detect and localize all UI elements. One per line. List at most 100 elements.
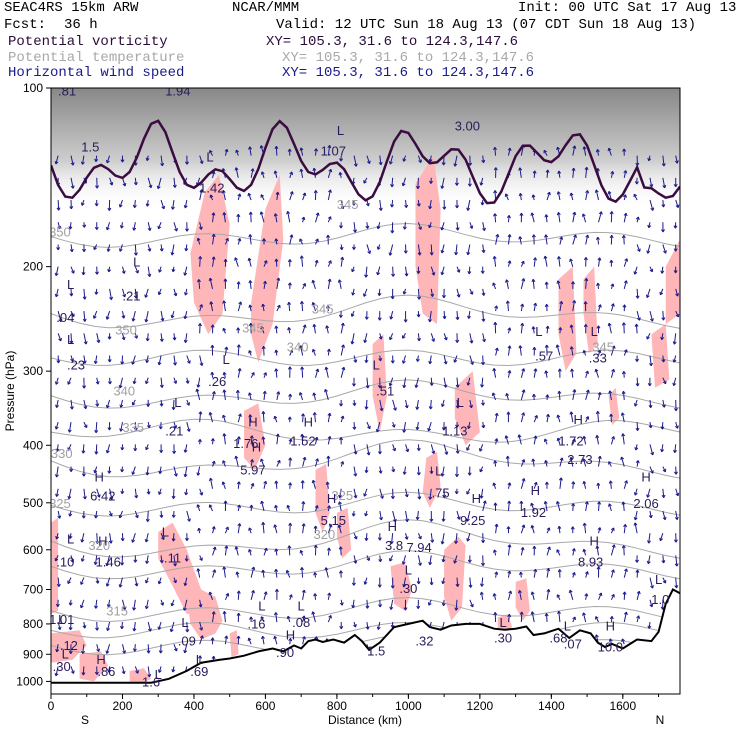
wind-vector (377, 222, 381, 229)
pv-value-label: 5.15 (321, 513, 346, 528)
wind-vector-head (249, 504, 254, 508)
wind-vector-head (557, 569, 562, 573)
wind-vector-head (328, 615, 332, 619)
wind-vector-head (260, 326, 265, 330)
wind-vector-head (442, 206, 447, 210)
wind-vector-head (401, 360, 406, 364)
wind-vector-head (672, 341, 677, 345)
wind-vector (519, 345, 522, 356)
wind-vector (507, 215, 510, 223)
wind-vector (106, 644, 111, 654)
wind-vector-head (650, 585, 654, 589)
wind-vector-head (81, 515, 86, 519)
wind-vector (533, 302, 537, 312)
wind-vector-head (315, 212, 320, 216)
wind-vector (480, 488, 484, 499)
wind-vector-head (493, 213, 497, 217)
wind-vector (289, 349, 293, 356)
wind-vector (582, 612, 587, 623)
wind-vector-head (120, 625, 124, 630)
wind-vector (585, 501, 588, 512)
wind-vector-head (547, 191, 551, 196)
wind-vector (456, 577, 459, 587)
wind-vector-head (286, 504, 291, 509)
wind-vector-head (57, 225, 62, 230)
wind-vector (160, 244, 163, 252)
wind-vector (237, 481, 240, 489)
wind-vector (482, 422, 485, 428)
wind-vector-head (569, 192, 574, 197)
wind-vector-head (285, 569, 290, 574)
wind-vector-head (311, 479, 316, 484)
wind-vector-head (287, 148, 292, 152)
extremum-marker: H (590, 533, 599, 548)
wind-vector-head (366, 160, 371, 165)
wind-vector-head (171, 669, 176, 673)
wind-vector-head (455, 227, 460, 231)
wind-vector-head (183, 339, 188, 343)
wind-vector-head (236, 635, 241, 639)
wind-vector-head (427, 427, 432, 432)
wind-vector (403, 577, 407, 588)
wind-vector (531, 591, 535, 600)
wind-vector (274, 524, 278, 534)
wind-vector-head (208, 411, 213, 416)
wind-vector (353, 155, 357, 167)
wind-vector (546, 325, 549, 334)
wind-vector-head (263, 372, 268, 376)
wind-vector-head (533, 302, 538, 307)
wind-vector-head (635, 358, 640, 362)
wind-vector-head (661, 359, 666, 363)
wind-vector-head (223, 278, 228, 282)
wind-vector-head (415, 426, 420, 431)
wind-vector-head (326, 547, 331, 551)
wind-vector-head (507, 613, 512, 618)
wind-vector (585, 370, 589, 378)
wind-vector-head (326, 234, 331, 238)
extremum-marker: L (258, 599, 265, 614)
wind-vector-head (57, 515, 62, 519)
wind-vector (661, 333, 664, 340)
wind-vector-head (185, 380, 190, 384)
wind-vector-head (571, 548, 576, 552)
wind-vector-head (161, 205, 166, 210)
wind-vector-head (69, 340, 74, 344)
x-end-label-north: N (656, 713, 665, 727)
wind-vector-head (454, 540, 459, 544)
wind-vector-head (364, 537, 369, 541)
theta-contour (51, 379, 680, 409)
wind-vector (417, 355, 419, 362)
wind-vector (56, 488, 59, 497)
wind-vector (160, 199, 165, 210)
wind-vector-head (132, 204, 137, 209)
wind-vector-head (444, 451, 449, 455)
wind-vector-head (661, 494, 666, 498)
wind-vector (147, 621, 151, 632)
wind-vector-head (390, 230, 395, 234)
wind-vector-head (210, 637, 215, 641)
wind-vector-head (300, 366, 305, 370)
wind-vector (405, 444, 409, 452)
wind-vector-head (183, 449, 188, 453)
wind-vector (96, 577, 99, 584)
wind-vector-head (585, 234, 590, 239)
wind-vector (507, 590, 512, 600)
extremum-marker: L (206, 149, 213, 164)
wind-vector-head (186, 402, 191, 406)
wind-vector-head (521, 389, 526, 393)
wind-vector-head (170, 602, 175, 607)
wind-vector-head (376, 246, 381, 250)
wind-vector (405, 488, 408, 498)
wind-vector (623, 258, 628, 267)
wind-vector-head (363, 581, 368, 585)
wind-vector-head (647, 224, 652, 229)
wind-vector-head (633, 492, 638, 496)
wind-vector (301, 255, 304, 267)
wind-vector-head (507, 500, 512, 504)
wind-vector (455, 244, 458, 255)
wind-vector (248, 193, 252, 201)
wind-vector (585, 389, 589, 401)
wind-vector-head (598, 592, 603, 597)
wind-vector-head (609, 211, 614, 215)
wind-vector-head (582, 480, 587, 485)
